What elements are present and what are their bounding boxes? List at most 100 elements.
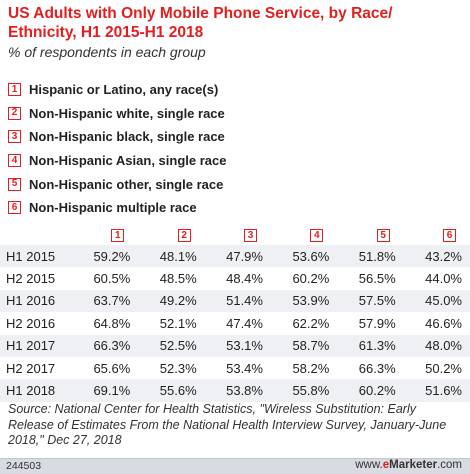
table-cell: 60.2% bbox=[292, 271, 330, 287]
legend-number-4: 4 bbox=[8, 154, 21, 168]
column-number-4: 4 bbox=[310, 229, 324, 243]
legend-item-5: 5 Non-Hispanic other, single race bbox=[8, 172, 226, 196]
legend-item-6: 6 Non-Hispanic multiple race bbox=[8, 196, 226, 220]
column-header-5: 5 bbox=[337, 223, 403, 245]
table-cell: 65.6% bbox=[93, 360, 131, 376]
table-cell: 50.2% bbox=[425, 360, 462, 376]
table-cell: 53.8% bbox=[204, 379, 271, 402]
column-header-1: 1 bbox=[72, 223, 138, 245]
legend-item-1: 1 Hispanic or Latino, any race(s) bbox=[8, 78, 226, 102]
legend-label-1: Hispanic or Latino, any race(s) bbox=[29, 82, 219, 98]
table-cell: 48.1% bbox=[138, 245, 205, 268]
legend: 1 Hispanic or Latino, any race(s) 2 Non-… bbox=[8, 78, 226, 220]
table-cell: 53.9% bbox=[270, 289, 338, 313]
table-cell: 61.3% bbox=[337, 334, 404, 357]
table-cell: 62.2% bbox=[292, 315, 330, 331]
table-cell: 47.4% bbox=[226, 315, 263, 331]
row-label: H1 2016 bbox=[0, 289, 72, 313]
table-cell: 66.3% bbox=[72, 334, 139, 357]
column-number-1: 1 bbox=[111, 229, 125, 243]
table-cell: 52.3% bbox=[159, 360, 197, 376]
table-cell: 48.4% bbox=[226, 271, 263, 287]
legend-label-6: Non-Hispanic multiple race bbox=[29, 200, 197, 216]
brand-e: e bbox=[382, 459, 390, 471]
table-row: H1 2018 69.1% 55.6% 53.8% 55.8% 60.2% 51… bbox=[0, 379, 470, 402]
legend-label-2: Non-Hispanic white, single race bbox=[29, 105, 225, 121]
chart-subtitle: % of respondents in each group bbox=[8, 44, 206, 60]
row-label: H1 2017 bbox=[0, 334, 72, 357]
legend-item-3: 3 Non-Hispanic black, single race bbox=[8, 125, 226, 149]
legend-label-4: Non-Hispanic Asian, single race bbox=[29, 153, 227, 169]
brand-logo: www.eMarketer.com bbox=[355, 459, 462, 471]
row-label: H1 2015 bbox=[0, 245, 72, 268]
table-cell: 60.5% bbox=[93, 271, 131, 287]
column-header-2: 2 bbox=[138, 223, 204, 245]
table-row: H2 2017 65.6% 52.3% 53.4% 58.2% 66.3% 50… bbox=[0, 357, 470, 379]
table-cell: 52.1% bbox=[159, 315, 197, 331]
data-table: 1 2 3 4 5 6 H1 2015 59.2% 48.1% 47.9% 53… bbox=[0, 223, 470, 402]
legend-number-1: 1 bbox=[8, 83, 21, 97]
table-cell: 51.8% bbox=[337, 245, 404, 268]
legend-number-5: 5 bbox=[8, 177, 21, 191]
column-header-6: 6 bbox=[404, 223, 470, 245]
table-cell: 49.2% bbox=[138, 289, 205, 313]
table-header-row: 1 2 3 4 5 6 bbox=[0, 223, 470, 245]
table-cell: 60.2% bbox=[337, 379, 404, 402]
legend-number-6: 6 bbox=[8, 201, 21, 215]
table-cell: 46.6% bbox=[425, 315, 462, 331]
table-cell: 53.4% bbox=[226, 360, 263, 376]
table-cell: 57.5% bbox=[337, 289, 404, 313]
table-cell: 53.6% bbox=[270, 245, 338, 268]
table-cell: 58.2% bbox=[292, 360, 330, 376]
legend-item-2: 2 Non-Hispanic white, single race bbox=[8, 102, 226, 126]
brand-name: Marketer bbox=[389, 459, 438, 471]
table-cell: 53.1% bbox=[204, 334, 271, 357]
column-number-6: 6 bbox=[443, 229, 456, 243]
table-row: H2 2016 64.8% 52.1% 47.4% 62.2% 57.9% 46… bbox=[0, 312, 470, 334]
table-cell: 48.0% bbox=[403, 334, 470, 357]
source-note: Source: National Center for Health Stati… bbox=[8, 402, 447, 447]
table-row: H1 2017 66.3% 52.5% 53.1% 58.7% 61.3% 48… bbox=[0, 334, 470, 357]
table-cell: 55.6% bbox=[138, 379, 205, 402]
table-cell: 45.0% bbox=[403, 289, 470, 313]
legend-label-3: Non-Hispanic black, single race bbox=[29, 129, 225, 145]
table-cell: 51.4% bbox=[204, 289, 271, 313]
row-label: H2 2017 bbox=[6, 360, 56, 376]
legend-number-2: 2 bbox=[8, 106, 21, 120]
legend-item-4: 4 Non-Hispanic Asian, single race bbox=[8, 149, 226, 173]
row-label: H2 2016 bbox=[6, 315, 56, 331]
table-cell: 56.5% bbox=[358, 271, 396, 287]
table-cell: 58.7% bbox=[270, 334, 338, 357]
table-cell: 66.3% bbox=[358, 360, 396, 376]
row-label: H2 2015 bbox=[6, 271, 56, 287]
brand-prefix: www. bbox=[355, 459, 383, 471]
row-label-header bbox=[0, 223, 72, 245]
column-number-2: 2 bbox=[177, 229, 191, 243]
chart-id: 244503 bbox=[6, 460, 42, 472]
table-row: H2 2015 60.5% 48.5% 48.4% 60.2% 56.5% 44… bbox=[0, 267, 470, 289]
chart-title: US Adults with Only Mobile Phone Service… bbox=[8, 5, 393, 41]
table-cell: 69.1% bbox=[72, 379, 139, 402]
table-cell: 48.5% bbox=[159, 271, 197, 287]
table-cell: 57.9% bbox=[358, 315, 396, 331]
table-cell: 55.8% bbox=[270, 379, 338, 402]
legend-number-3: 3 bbox=[8, 130, 21, 144]
table-cell: 64.8% bbox=[93, 315, 131, 331]
column-header-3: 3 bbox=[205, 223, 271, 245]
table-cell: 47.9% bbox=[204, 245, 271, 268]
table-cell: 51.6% bbox=[403, 379, 470, 402]
table-row: H1 2015 59.2% 48.1% 47.9% 53.6% 51.8% 43… bbox=[0, 245, 470, 268]
table-row: H1 2016 63.7% 49.2% 51.4% 53.9% 57.5% 45… bbox=[0, 289, 470, 313]
table-cell: 43.2% bbox=[403, 245, 470, 268]
row-label: H1 2018 bbox=[0, 379, 72, 402]
column-header-4: 4 bbox=[271, 223, 337, 245]
column-number-5: 5 bbox=[376, 229, 390, 243]
column-number-3: 3 bbox=[243, 229, 257, 243]
table-cell: 59.2% bbox=[72, 245, 139, 268]
brand-suffix: .com bbox=[437, 459, 462, 471]
table-cell: 63.7% bbox=[72, 289, 139, 313]
footer-bar: 244503 www.eMarketer.com bbox=[0, 458, 470, 474]
legend-label-5: Non-Hispanic other, single race bbox=[29, 176, 224, 192]
table-cell: 44.0% bbox=[425, 271, 462, 287]
table-cell: 52.5% bbox=[138, 334, 205, 357]
